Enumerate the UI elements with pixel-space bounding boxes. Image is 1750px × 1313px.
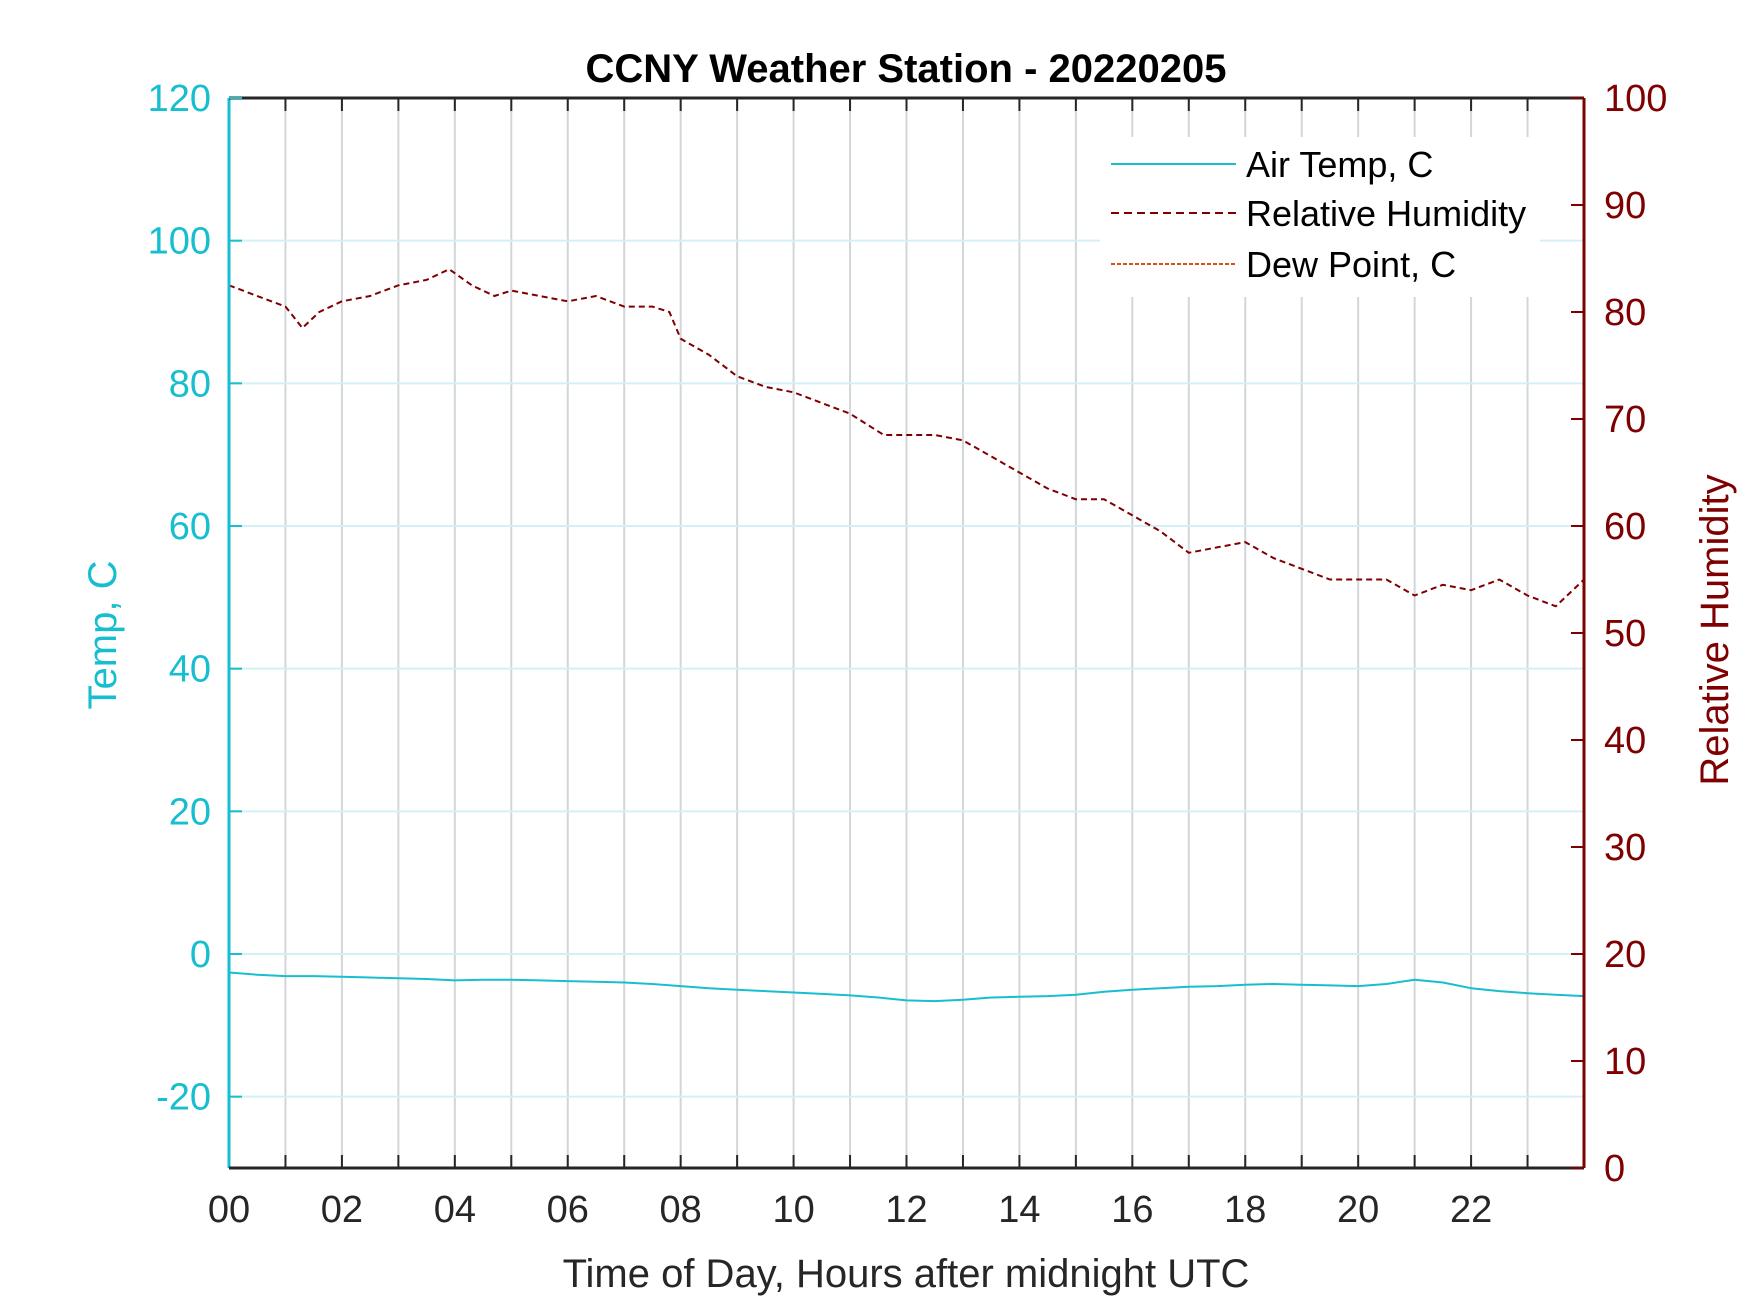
y-right-tick-label: 80	[1604, 292, 1646, 334]
y-axis-right-label: Relative Humidity	[1693, 474, 1737, 785]
y-axis-left-label: Temp, C	[81, 561, 125, 710]
x-tick-label: 12	[885, 1189, 927, 1231]
x-tick-label: 08	[660, 1189, 702, 1231]
air-temp-line	[228, 971, 1585, 1003]
x-tick-label: 20	[1337, 1189, 1379, 1231]
tick-labels: 00 02 04 06 08 10 12 14 16 18 20 22-200204060801001…	[148, 78, 1668, 1231]
y-left-tick-label: 100	[148, 221, 211, 263]
y-right-tick-label: 40	[1604, 720, 1646, 762]
y-right-tick-label: 70	[1604, 399, 1646, 441]
y-right-tick-label: 90	[1604, 185, 1646, 227]
y-left-tick-label: 20	[169, 791, 211, 833]
axes	[227, 96, 1586, 1170]
x-tick-label: 22	[1450, 1189, 1492, 1231]
x-tick-label: 06	[547, 1189, 589, 1231]
legend-label-dew-point: Dew Point, C	[1246, 244, 1456, 285]
x-tick-label: 10	[772, 1189, 814, 1231]
x-tick-label: 04	[434, 1189, 476, 1231]
y-right-tick-label: 10	[1604, 1041, 1646, 1083]
legend: Air Temp, C Relative Humidity Dew Point,…	[1100, 137, 1540, 297]
y-left-tick-label: 80	[169, 363, 211, 405]
y-right-tick-label: 60	[1604, 506, 1646, 548]
x-tick-label: 00	[208, 1189, 250, 1231]
series-lines	[228, 268, 1585, 1003]
y-left-tick-label: 0	[190, 934, 211, 976]
y-right-tick-label: 20	[1604, 934, 1646, 976]
chart-title: CCNY Weather Station - 20220205	[586, 47, 1227, 91]
y-left-tick-label: 40	[169, 649, 211, 691]
grid-lines	[229, 98, 1584, 1168]
x-axis-label: Time of Day, Hours after midnight UTC	[563, 1252, 1250, 1296]
y-right-tick-label: 100	[1604, 78, 1667, 120]
y-right-tick-label: 0	[1604, 1148, 1625, 1190]
relative-humidity-line	[228, 268, 1585, 608]
legend-label-air-temp: Air Temp, C	[1246, 144, 1433, 185]
y-left-tick-label: 60	[169, 506, 211, 548]
y-left-tick-label: 120	[148, 78, 211, 120]
x-tick-label: 16	[1111, 1189, 1153, 1231]
x-tick-label: 18	[1224, 1189, 1266, 1231]
x-tick-label: 14	[998, 1189, 1040, 1231]
y-right-tick-label: 50	[1604, 613, 1646, 655]
y-right-tick-label: 30	[1604, 827, 1646, 869]
legend-label-relative-humidity: Relative Humidity	[1246, 193, 1526, 234]
y-left-tick-label: -20	[156, 1077, 211, 1119]
x-tick-label: 02	[321, 1189, 363, 1231]
